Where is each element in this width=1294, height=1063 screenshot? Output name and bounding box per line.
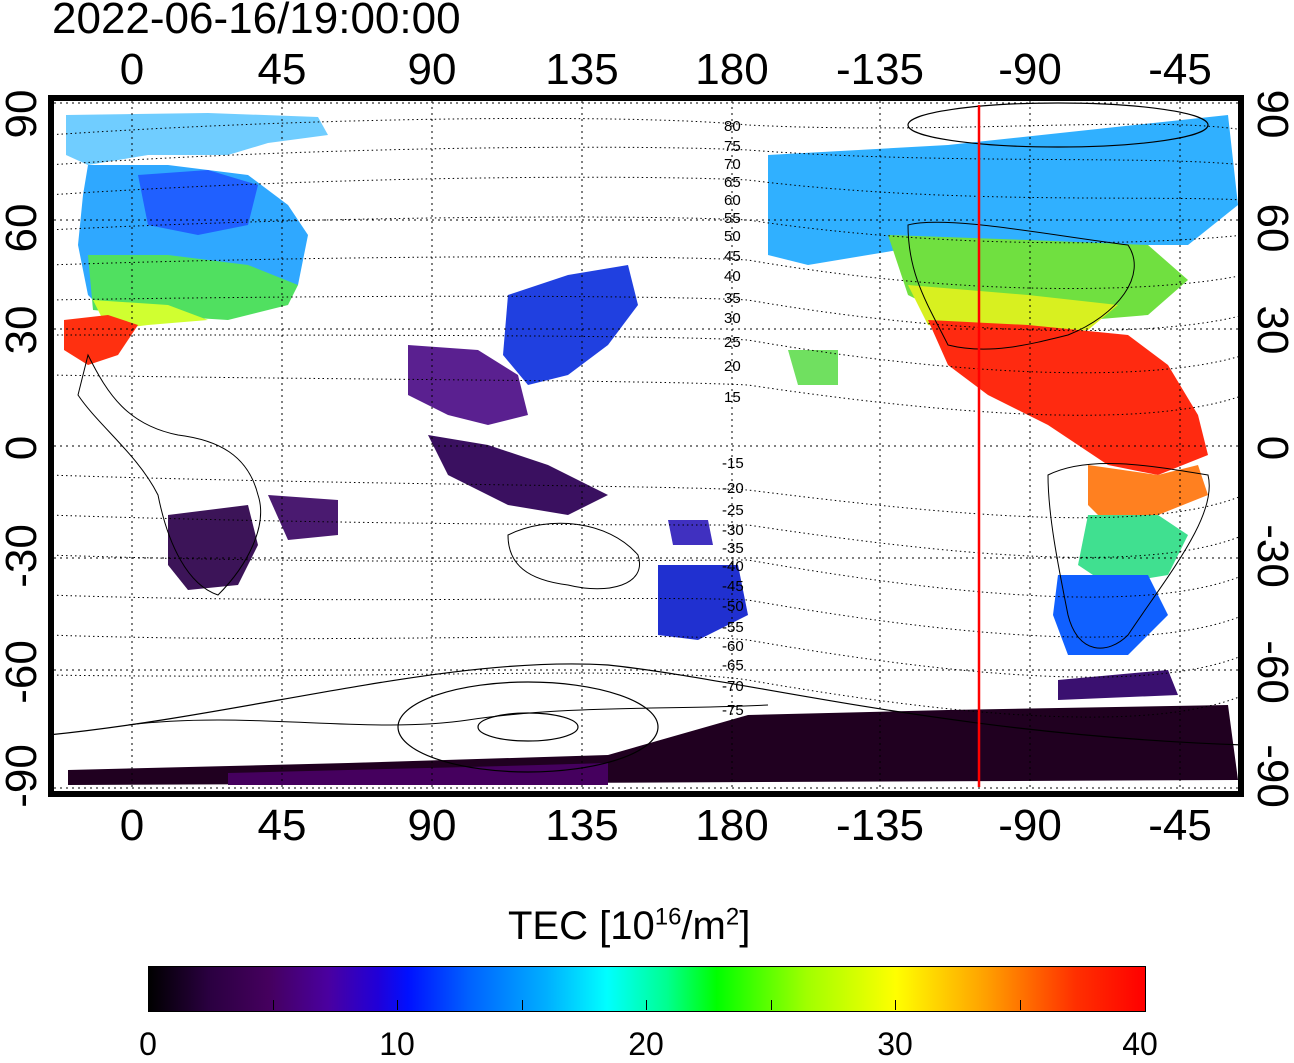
contour-label: 35 xyxy=(724,290,741,307)
colorbar-minor-tick xyxy=(646,1000,647,1010)
tec-region-scandinavia xyxy=(138,170,258,235)
contour-label: 60 xyxy=(724,192,741,209)
contour-label: 75 xyxy=(724,138,741,155)
left-lat-tick: -90 xyxy=(0,744,46,808)
contour-label: 30 xyxy=(724,310,741,327)
timestamp-label: 2022-06-16/19:00:00 xyxy=(52,0,461,43)
right-lat-tick: 90 xyxy=(1248,89,1294,139)
right-lat-tick: -30 xyxy=(1248,524,1294,588)
contour-label: -75 xyxy=(722,702,744,719)
right-lat-tick: 60 xyxy=(1248,203,1294,253)
tec-region-s-pacific-purple xyxy=(1058,670,1178,700)
contour-labels-south: -15 -20 -25 -30 -35 -40 -45 -50 -55 -60 … xyxy=(722,455,744,719)
left-lat-tick: -60 xyxy=(0,640,46,704)
contour-label: -20 xyxy=(722,480,744,497)
bottom-lon-tick: -135 xyxy=(835,801,925,850)
tec-region-n-america-blue xyxy=(768,115,1238,265)
right-lat-tick: -90 xyxy=(1248,744,1294,808)
magnetic-contours xyxy=(48,117,1244,718)
colorbar-tick-label: 20 xyxy=(628,1026,664,1062)
contour-label: -35 xyxy=(722,540,744,557)
colorbar-minor-tick xyxy=(895,1000,896,1010)
tec-region-e-africa xyxy=(268,495,338,540)
tec-region-s-america-green xyxy=(1078,515,1188,585)
contour-label: -55 xyxy=(722,619,744,636)
top-lon-tick: 45 xyxy=(257,45,307,94)
colorbar-tick-label: 10 xyxy=(379,1026,415,1062)
top-lon-tick: -45 xyxy=(1148,45,1212,94)
tec-region-nz xyxy=(658,565,748,640)
tec-region-iberia-red xyxy=(64,315,138,365)
top-lon-tick: 0 xyxy=(119,45,145,94)
top-lon-tick: 135 xyxy=(545,45,619,94)
right-lat-tick: 0 xyxy=(1248,435,1294,461)
tec-region-se-asia xyxy=(428,435,608,515)
tec-region-s-america-orange xyxy=(1088,465,1208,525)
bottom-lon-tick: -45 xyxy=(1148,801,1212,850)
tec-region-pacific-green xyxy=(788,350,838,385)
left-lat-tick: 0 xyxy=(0,435,46,461)
colorbar-minor-tick xyxy=(1020,1000,1021,1010)
contour-label: 80 xyxy=(724,118,741,135)
tec-colorbar xyxy=(148,966,1146,1012)
frame-ticks xyxy=(48,95,1244,797)
bottom-lon-tick: 135 xyxy=(545,801,619,850)
contour-label: 55 xyxy=(724,210,741,227)
contour-label: 40 xyxy=(724,268,741,285)
bottom-lon-tick: -90 xyxy=(998,801,1062,850)
tec-region-s-africa xyxy=(168,505,258,590)
bottom-lon-tick: 90 xyxy=(407,801,457,850)
right-lat-tick: -60 xyxy=(1248,640,1294,704)
contour-label: 65 xyxy=(724,174,741,191)
colorbar-tick-label: 30 xyxy=(877,1026,913,1062)
tec-region-antarctic xyxy=(68,705,1238,785)
top-lon-tick: 90 xyxy=(407,45,457,94)
tec-region-mexico-red xyxy=(928,320,1208,475)
colorbar-minor-tick xyxy=(771,1000,772,1010)
tec-map: 80 75 70 65 60 55 50 45 40 35 30 25 20 1… xyxy=(48,95,1244,797)
left-lat-tick: 60 xyxy=(0,203,46,253)
tec-region-nz2 xyxy=(668,520,713,545)
contour-label: -70 xyxy=(722,678,744,695)
left-lat-tick: -30 xyxy=(0,524,46,588)
top-lon-tick: 180 xyxy=(695,45,769,94)
contour-label: 45 xyxy=(724,248,741,265)
contour-label: 15 xyxy=(724,389,741,406)
bottom-lon-tick: 0 xyxy=(119,801,145,850)
contour-label: -25 xyxy=(722,502,744,519)
colorbar-tick-label: 40 xyxy=(1122,1026,1158,1062)
contour-label: -50 xyxy=(722,598,744,615)
contour-label: -30 xyxy=(722,522,744,539)
top-lon-tick: -135 xyxy=(835,45,925,94)
bottom-lon-tick: 180 xyxy=(695,801,769,850)
contour-label: 50 xyxy=(724,228,741,245)
contour-label: 70 xyxy=(724,156,741,173)
colorbar-minor-tick xyxy=(273,1000,274,1010)
colorbar-minor-tick xyxy=(397,1000,398,1010)
contour-label: -15 xyxy=(722,455,744,472)
tec-region-east-asia xyxy=(503,265,638,385)
contour-label: -40 xyxy=(722,558,744,575)
tec-data-layer xyxy=(64,113,1238,785)
polar-contours xyxy=(48,102,1244,773)
contour-label: -45 xyxy=(722,578,744,595)
map-canvas: 80 75 70 65 60 55 50 45 40 35 30 25 20 1… xyxy=(48,95,1244,797)
top-lon-tick: -90 xyxy=(998,45,1062,94)
colorbar-tick-label: 0 xyxy=(139,1026,157,1062)
tec-region-s-america-blue xyxy=(1053,575,1168,655)
contour-label: -60 xyxy=(722,638,744,655)
right-lat-tick: 30 xyxy=(1248,305,1294,355)
bottom-lon-tick: 45 xyxy=(257,801,307,850)
colorbar-title: TEC [1016/m2] xyxy=(508,903,751,948)
left-lat-tick: 30 xyxy=(0,305,46,355)
contour-label: -65 xyxy=(722,657,744,674)
colorbar-minor-tick xyxy=(522,1000,523,1010)
tec-region-china-purple xyxy=(408,345,528,425)
contour-label: 20 xyxy=(724,358,741,375)
tec-region-antarctic-purple xyxy=(228,763,608,785)
contour-label: 25 xyxy=(724,334,741,351)
coastlines xyxy=(77,221,1210,726)
left-lat-tick: 90 xyxy=(0,89,46,139)
contour-labels-north: 80 75 70 65 60 55 50 45 40 35 30 25 20 1… xyxy=(724,118,741,406)
